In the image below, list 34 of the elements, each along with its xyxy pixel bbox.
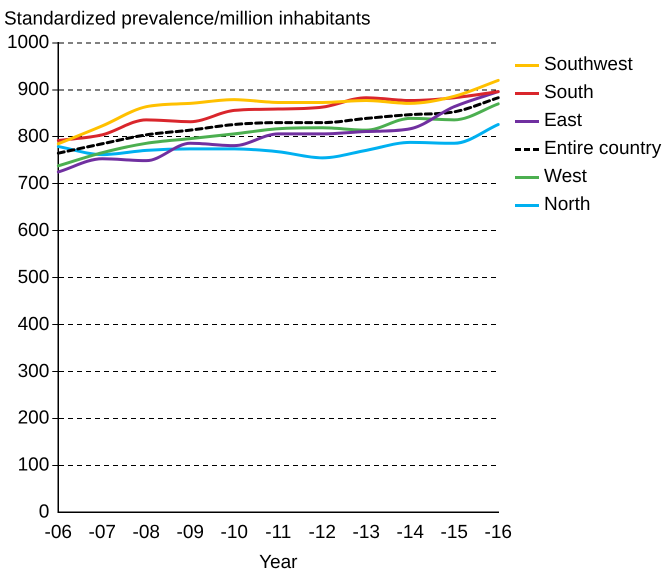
legend-label: Entire country	[544, 138, 662, 159]
y-tick-label: 400	[18, 314, 50, 335]
x-tick-label: -15	[440, 522, 468, 544]
x-tick-label: -14	[396, 522, 424, 544]
line-series	[56, 123, 500, 160]
legend-label: South	[544, 82, 594, 103]
line-series	[56, 78, 500, 146]
x-tick-label: -09	[176, 522, 204, 544]
x-tick-label: -10	[220, 522, 248, 544]
legend-label: West	[544, 166, 587, 187]
line-series	[56, 90, 500, 174]
legend-label: Southwest	[544, 54, 633, 75]
y-tick-label: 900	[18, 78, 50, 100]
x-axis-title: Year	[259, 552, 298, 573]
x-tick-label: -11	[265, 522, 292, 544]
y-tick-label: 800	[18, 126, 50, 147]
chart-title: Standardized prevalence/million inhabitants	[4, 8, 371, 30]
y-tick-label: 300	[18, 360, 50, 382]
x-tick-label: -12	[308, 522, 336, 544]
y-tick-label: 600	[18, 220, 50, 241]
y-tick-label: 200	[18, 408, 50, 429]
legend-label: East	[544, 110, 582, 131]
y-tick-label: 100	[18, 454, 50, 476]
x-tick-label: -08	[132, 522, 160, 544]
y-tick-label: 1000	[6, 32, 50, 54]
legend-label: North	[544, 194, 590, 215]
line-series	[56, 102, 500, 168]
x-tick-label: -13	[352, 522, 380, 544]
x-tick-label: -06	[44, 522, 72, 544]
y-tick-label: 500	[18, 266, 50, 288]
x-tick-label: -16	[484, 522, 512, 544]
y-tick-label: 700	[18, 172, 50, 194]
x-tick-label: -07	[88, 522, 116, 544]
y-tick-label: 0	[38, 502, 50, 523]
